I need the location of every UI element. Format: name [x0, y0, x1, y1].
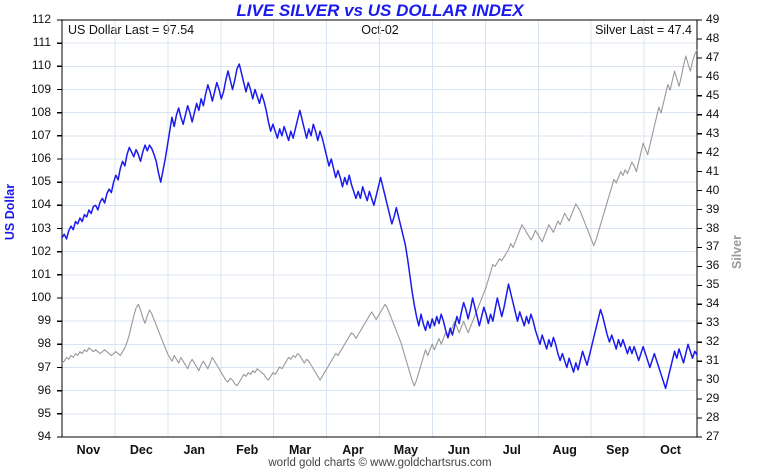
y-tick-right: 33: [706, 315, 720, 330]
y-tick-left: 103: [30, 220, 51, 235]
y-tick-right: 49: [706, 12, 720, 26]
y-tick-right: 31: [706, 353, 720, 368]
y-tick-right: 45: [706, 87, 720, 102]
x-tick-dec: Dec: [129, 443, 153, 457]
y-tick-right: 42: [706, 144, 720, 159]
y-tick-right: 34: [706, 296, 720, 311]
y-tick-left: 111: [32, 35, 51, 50]
x-tick-feb: Feb: [236, 443, 259, 457]
x-tick-jul: Jul: [502, 443, 521, 457]
y-tick-right: 48: [706, 30, 720, 45]
x-tick-may: May: [393, 443, 419, 457]
y-tick-left: 100: [30, 290, 51, 304]
gridlines: [62, 20, 697, 437]
y-tick-left: 106: [30, 151, 51, 165]
x-tick-sep: Sep: [606, 443, 630, 457]
silver-series-line: [61, 49, 698, 387]
y-tick-right: 35: [706, 277, 720, 292]
y-tick-left: 101: [30, 266, 51, 281]
y-tick-left: 94: [37, 429, 51, 443]
y-tick-left: 105: [30, 174, 51, 189]
y-tick-right: 30: [706, 372, 720, 387]
y-tick-right: 29: [706, 391, 720, 406]
y-tick-right: 47: [706, 49, 720, 64]
y-tick-right: 46: [706, 68, 720, 83]
y-tick-left: 96: [37, 382, 51, 397]
y-tick-left: 95: [37, 405, 51, 420]
y-tick-left: 98: [37, 336, 51, 351]
y-tick-right: 32: [706, 334, 720, 349]
y-tick-left: 97: [37, 359, 51, 374]
y-tick-right: 36: [706, 258, 720, 273]
y-tick-right: 28: [706, 410, 720, 425]
y-tick-right: 39: [706, 201, 720, 216]
usd-last-label: US Dollar Last = 97.54: [68, 23, 195, 37]
footer-credit: world gold charts © www.goldchartsrus.co…: [268, 457, 492, 469]
x-tick-oct: Oct: [660, 443, 681, 457]
y-tick-left: 104: [30, 197, 51, 212]
y-tick-left: 102: [30, 243, 51, 258]
tick-marks: [57, 19, 702, 438]
chart-title: LIVE SILVER vs US DOLLAR INDEX: [236, 1, 524, 20]
y-tick-left: 112: [31, 12, 51, 26]
y-tick-right: 40: [706, 182, 720, 197]
y-tick-right: 41: [706, 163, 720, 178]
y-tick-left: 99: [37, 313, 51, 328]
usd-series-line: [61, 63, 698, 390]
x-tick-mar: Mar: [289, 443, 312, 457]
y-tick-left: 109: [30, 81, 51, 96]
x-tick-nov: Nov: [76, 443, 101, 457]
x-tick-apr: Apr: [342, 443, 364, 457]
y-tick-right: 38: [706, 220, 720, 235]
y-tick-left: 107: [30, 127, 51, 142]
y-tick-left: 108: [30, 104, 51, 119]
x-tick-aug: Aug: [552, 443, 577, 457]
x-tick-jun: Jun: [447, 443, 470, 457]
x-tick-jan: Jan: [183, 443, 206, 457]
y-tick-right: 44: [706, 106, 720, 121]
y-tick-right: 37: [706, 239, 720, 254]
y-tick-right: 43: [706, 125, 720, 140]
y-tick-right: 27: [706, 429, 720, 443]
silver-last-label: Silver Last = 47.4: [595, 23, 692, 37]
y-tick-left: 110: [31, 58, 51, 73]
